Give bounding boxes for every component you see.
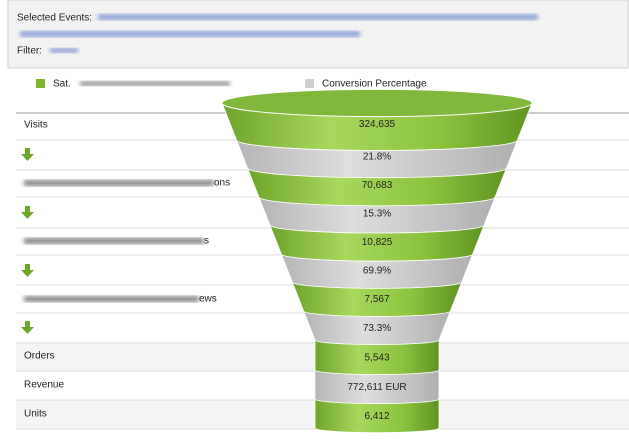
row-label: Revenue — [24, 380, 64, 391]
row-label: Orders — [24, 351, 55, 362]
down-arrow — [21, 321, 34, 334]
row-label: ews — [199, 294, 217, 305]
blurred-text — [20, 31, 360, 37]
funnel-label: 73.3% — [363, 323, 391, 334]
funnel-label: 10,825 — [362, 237, 393, 248]
blurred-text — [24, 180, 214, 186]
legend-swatch — [36, 79, 45, 88]
funnel-top — [221, 88, 533, 118]
down-arrow — [21, 206, 34, 219]
funnel-label: 70,683 — [362, 180, 393, 191]
blurred-text — [24, 296, 199, 302]
funnel-label: 324,635 — [359, 119, 396, 130]
selected-events-label: Selected Events: — [17, 13, 92, 24]
legend-label: Conversion Percentage — [322, 79, 427, 90]
down-arrow — [21, 264, 34, 277]
funnel-segment — [314, 398, 440, 434]
blurred-text — [50, 48, 78, 53]
row-label: s — [204, 236, 209, 247]
funnel-label: 21.8% — [363, 152, 391, 163]
row-label: Visits — [24, 120, 48, 131]
row-label: Units — [24, 409, 47, 420]
funnel-label: 15.3% — [363, 209, 391, 220]
blurred-text — [24, 238, 204, 244]
funnel: 324,635 21.8% 70,683 15.3% 10,825 69.9% 7,567 7… — [221, 88, 533, 434]
legend-swatch — [305, 79, 314, 88]
funnel-label: 772,611 EUR — [347, 382, 406, 393]
row-label: ons — [214, 178, 230, 189]
funnel-label: 7,567 — [364, 294, 389, 305]
funnel-label: 69.9% — [363, 266, 391, 277]
filter-label: Filter: — [17, 46, 42, 57]
down-arrow — [21, 148, 34, 161]
funnel-label: 6,412 — [364, 411, 389, 422]
funnel-label: 5,543 — [364, 353, 389, 364]
blurred-text — [80, 81, 230, 86]
blurred-text — [98, 14, 538, 20]
legend-label: Sat. — [53, 79, 71, 90]
